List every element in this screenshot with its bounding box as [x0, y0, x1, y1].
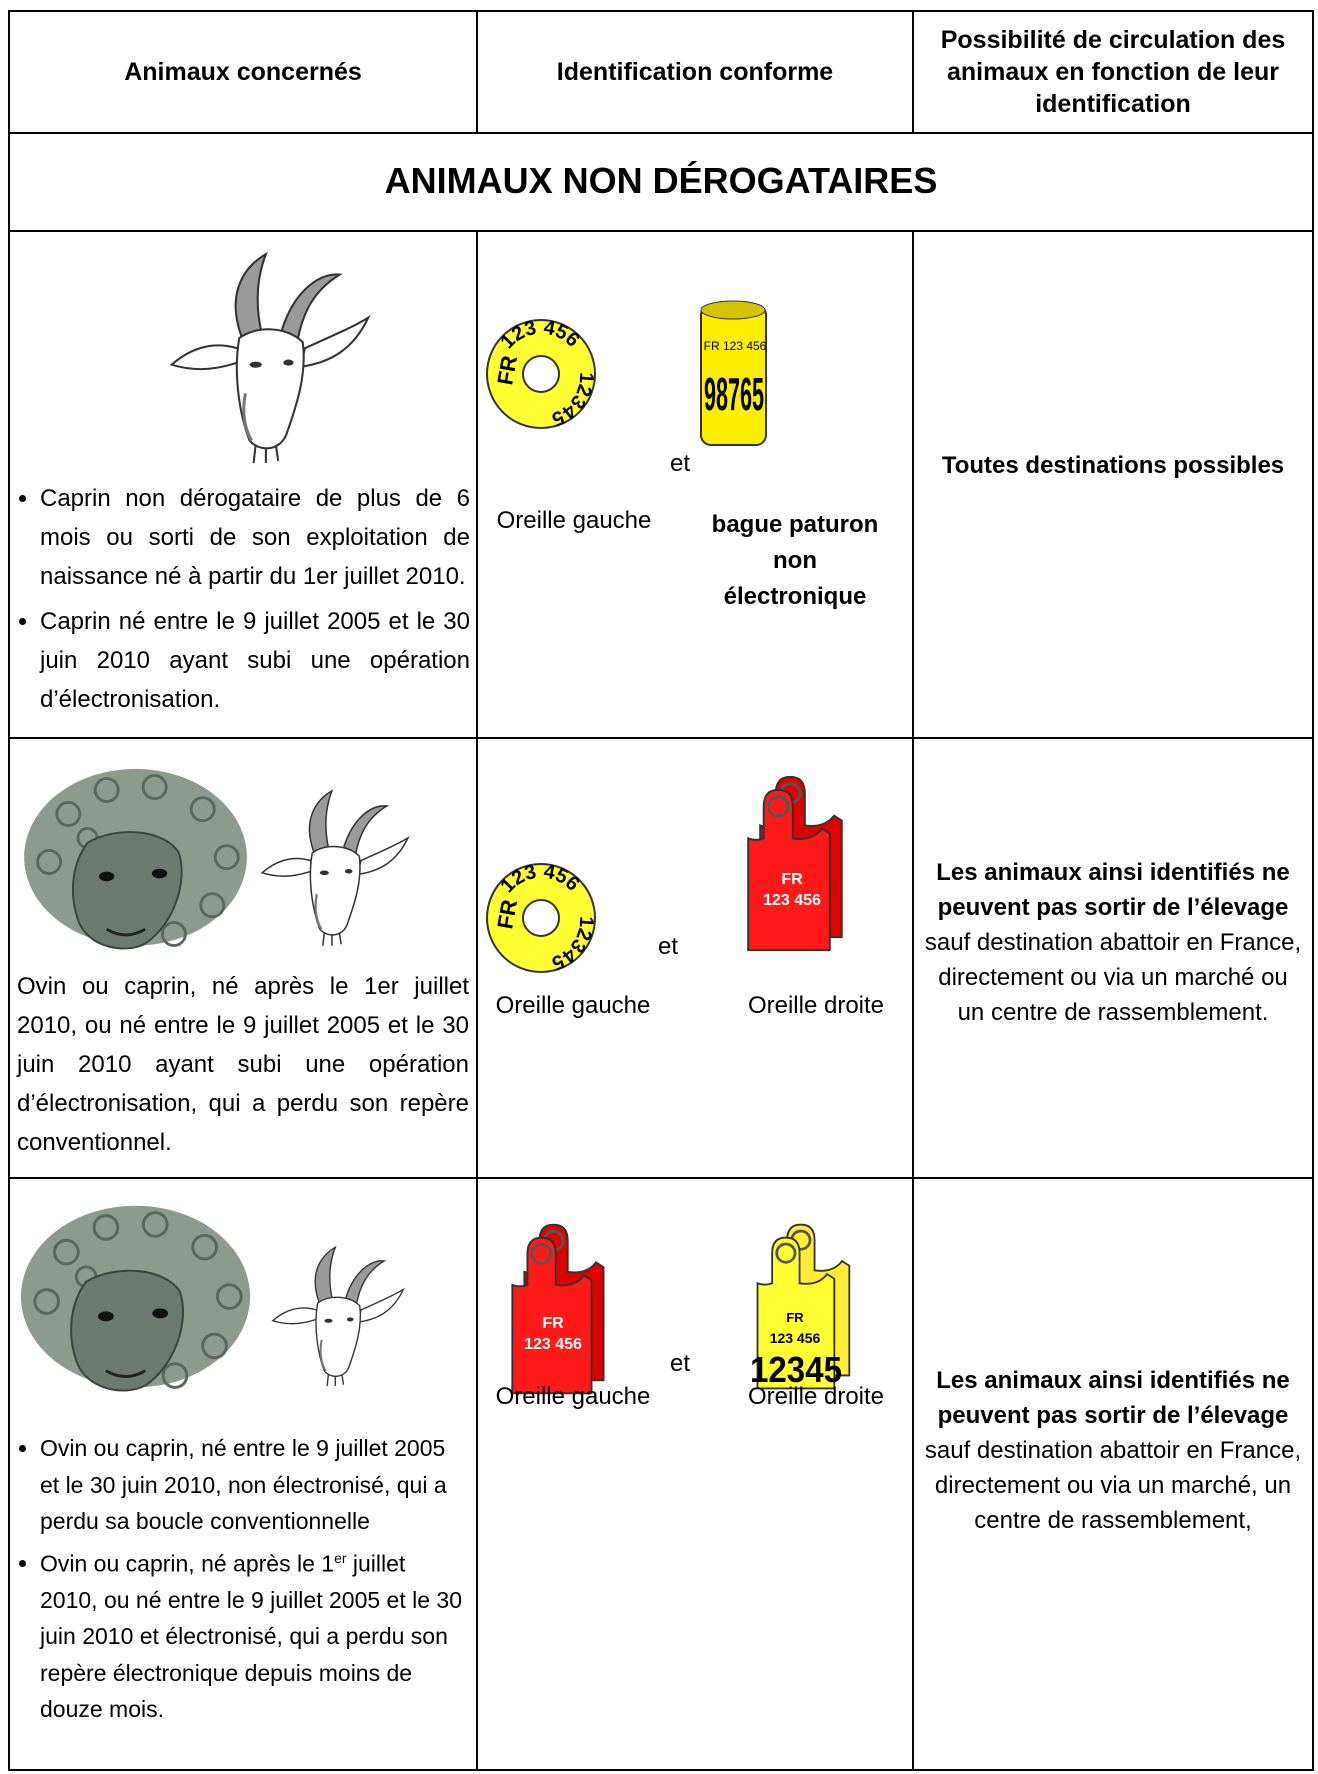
section-title: ANIMAUX NON DÉROGATAIRES	[384, 160, 938, 201]
tag-text: FR	[781, 871, 803, 888]
round-tag: FR 123 456 12345	[486, 317, 597, 430]
tag-text: 123 456	[763, 892, 821, 909]
tag-text: FR	[542, 1315, 564, 1332]
circulation: Les animaux ainsi identifiés ne peuvent …	[923, 855, 1303, 1030]
superscript: er	[334, 1549, 347, 1566]
animals-text: Ovin ou caprin, né après le 1er juillet …	[17, 973, 469, 1156]
bullet: Caprin non dérogataire de plus de 6 mois…	[40, 479, 470, 596]
animals-cell: Ovin ou caprin, né entre le 9 juillet 20…	[12, 1430, 462, 1728]
column-header: Possibilité de circulation des animaux e…	[940, 26, 1286, 118]
tag-text: 12345	[750, 1349, 842, 1390]
ear-label: Oreille gauche	[495, 1383, 651, 1410]
tag-text: FR	[492, 354, 522, 387]
bullet: Caprin né entre le 9 juillet 2005 et le …	[40, 602, 470, 719]
goat-image	[260, 789, 410, 948]
yellow-tag: FR 123 456 12345	[750, 1222, 851, 1391]
bullet: Ovin ou caprin, né entre le 9 juillet 20…	[40, 1430, 462, 1540]
tag-text: 123 456	[770, 1330, 821, 1346]
circulation-bold: Les animaux ainsi identifiés ne peuvent …	[936, 1367, 1290, 1429]
column-header: Animaux concernés	[124, 58, 362, 86]
goat-image	[170, 252, 370, 465]
circulation: Les animaux ainsi identifiés ne peuvent …	[923, 1363, 1303, 1538]
sheep-image	[19, 1204, 252, 1393]
ear-label: Oreille droite	[747, 1383, 885, 1410]
ear-label: Oreille gauche	[496, 507, 652, 534]
circulation-bold: Les animaux ainsi identifiés ne peuvent …	[936, 859, 1290, 921]
ring-tag: FR 123 456 98765	[700, 300, 767, 446]
tag-text: FR	[786, 1310, 804, 1325]
table-border	[8, 10, 1314, 1771]
connector: et	[657, 933, 679, 960]
red-tag: FR 123 456	[510, 1223, 606, 1395]
tag-text: FR	[492, 898, 522, 931]
tag-text: FR 123 456	[704, 339, 767, 353]
column-header: Identification conforme	[556, 58, 834, 86]
ear-label: bague paturon non électronique	[711, 511, 879, 610]
round-tag: FR 123 456 12345	[486, 861, 597, 974]
bullet-list: Caprin non dérogataire de plus de 6 mois…	[12, 479, 470, 719]
tag-text: 123 456	[524, 1336, 582, 1353]
circulation-text: sauf destination abattoir en France, dir…	[924, 1437, 1302, 1534]
animals-cell: Caprin non dérogataire de plus de 6 mois…	[12, 479, 470, 719]
ear-label: Oreille droite	[747, 992, 885, 1019]
circulation-text: sauf destination abattoir en France, dir…	[924, 929, 1302, 1026]
circulation: Toutes destinations possibles	[941, 452, 1285, 479]
sheep-image	[22, 767, 249, 950]
bullet: Ovin ou caprin, né après le 1er juillet …	[40, 1540, 462, 1728]
connector: et	[669, 1350, 691, 1377]
connector: et	[669, 450, 691, 477]
tag-text: 98765	[704, 368, 764, 420]
goat-image	[271, 1245, 405, 1388]
bullet-text: juillet 2010, ou né entre le 9 juillet 2…	[40, 1550, 462, 1723]
red-tag: FR 123 456	[746, 775, 844, 952]
bullet-text: Ovin ou caprin, né après le 1	[40, 1550, 335, 1577]
ear-label: Oreille gauche	[495, 992, 651, 1019]
bullet-list: Ovin ou caprin, né entre le 9 juillet 20…	[12, 1430, 462, 1728]
